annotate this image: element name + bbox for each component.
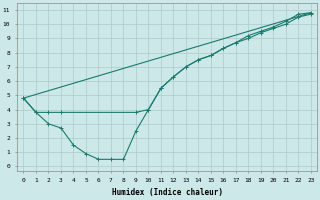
X-axis label: Humidex (Indice chaleur): Humidex (Indice chaleur) bbox=[112, 188, 223, 197]
